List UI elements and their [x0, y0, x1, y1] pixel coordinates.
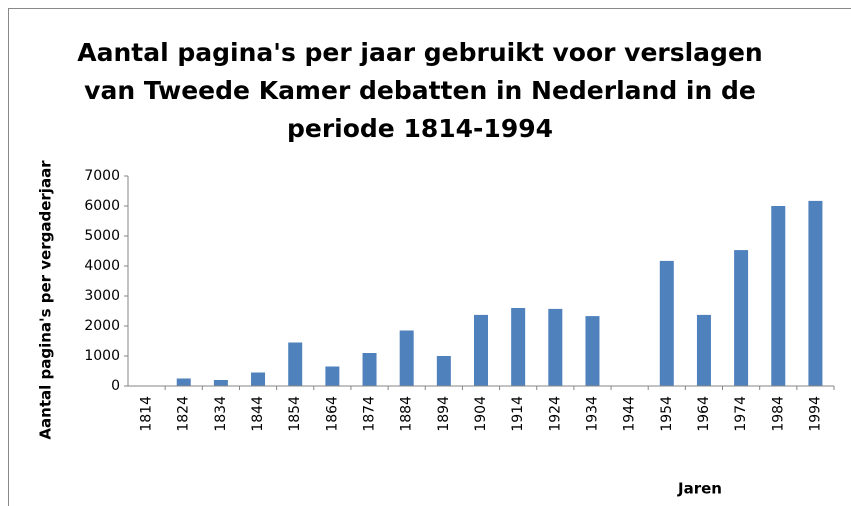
x-tick-label: 1824: [176, 396, 192, 432]
x-tick-label: 1994: [807, 396, 823, 432]
x-tick-label: 1894: [436, 396, 452, 432]
y-tick-label: 6000: [84, 198, 120, 214]
bar: [511, 308, 526, 386]
bar: [585, 316, 600, 386]
bar: [399, 330, 414, 386]
x-tick-label: 1954: [659, 396, 675, 432]
bar: [548, 308, 563, 386]
x-tick-label: 1974: [733, 396, 749, 432]
x-tick-label: 1814: [139, 396, 155, 432]
bar: [474, 314, 488, 386]
bar: [696, 314, 711, 386]
x-tick-label: 1914: [510, 396, 526, 432]
bar: [771, 206, 786, 386]
chart-title: Aantal pagina's per jaar gebruikt voor v…: [77, 38, 762, 67]
bar: [213, 380, 228, 386]
x-tick-label: 1944: [622, 396, 638, 432]
x-tick-label: 1934: [584, 396, 600, 432]
y-tick-label: 4000: [84, 258, 120, 274]
chart-title: periode 1814-1994: [287, 114, 553, 143]
x-tick-label: 1874: [362, 396, 378, 432]
chart-title: van Tweede Kamer debatten in Nederland i…: [84, 76, 756, 105]
bar: [734, 250, 749, 386]
y-tick-label: 3000: [84, 288, 120, 304]
y-axis-title: Aantal pagina's per vergaderjaar: [37, 160, 55, 440]
x-tick-label: 1984: [770, 396, 786, 432]
x-tick-label: 1854: [287, 396, 303, 432]
bar: [251, 372, 266, 386]
bar: [288, 342, 303, 386]
x-tick-label: 1924: [547, 396, 563, 432]
x-tick-label: 1884: [399, 396, 415, 432]
y-tick-label: 1000: [84, 348, 120, 364]
chart-border: [8, 8, 851, 506]
bar: [362, 353, 377, 386]
x-tick-label: 1964: [696, 396, 712, 432]
bar: [176, 378, 191, 386]
bar: [436, 356, 451, 386]
y-tick-label: 0: [111, 378, 120, 394]
bar: [808, 200, 823, 386]
y-tick-label: 5000: [84, 228, 120, 244]
y-tick-label: 7000: [84, 168, 120, 184]
x-tick-label: 1864: [324, 396, 340, 432]
bar: [659, 260, 674, 386]
bar: [325, 366, 340, 386]
x-axis-title: Jaren: [677, 480, 722, 498]
x-tick-label: 1844: [250, 396, 266, 432]
x-tick-label: 1904: [473, 396, 489, 432]
y-tick-label: 2000: [84, 318, 120, 334]
x-tick-label: 1834: [213, 396, 229, 432]
